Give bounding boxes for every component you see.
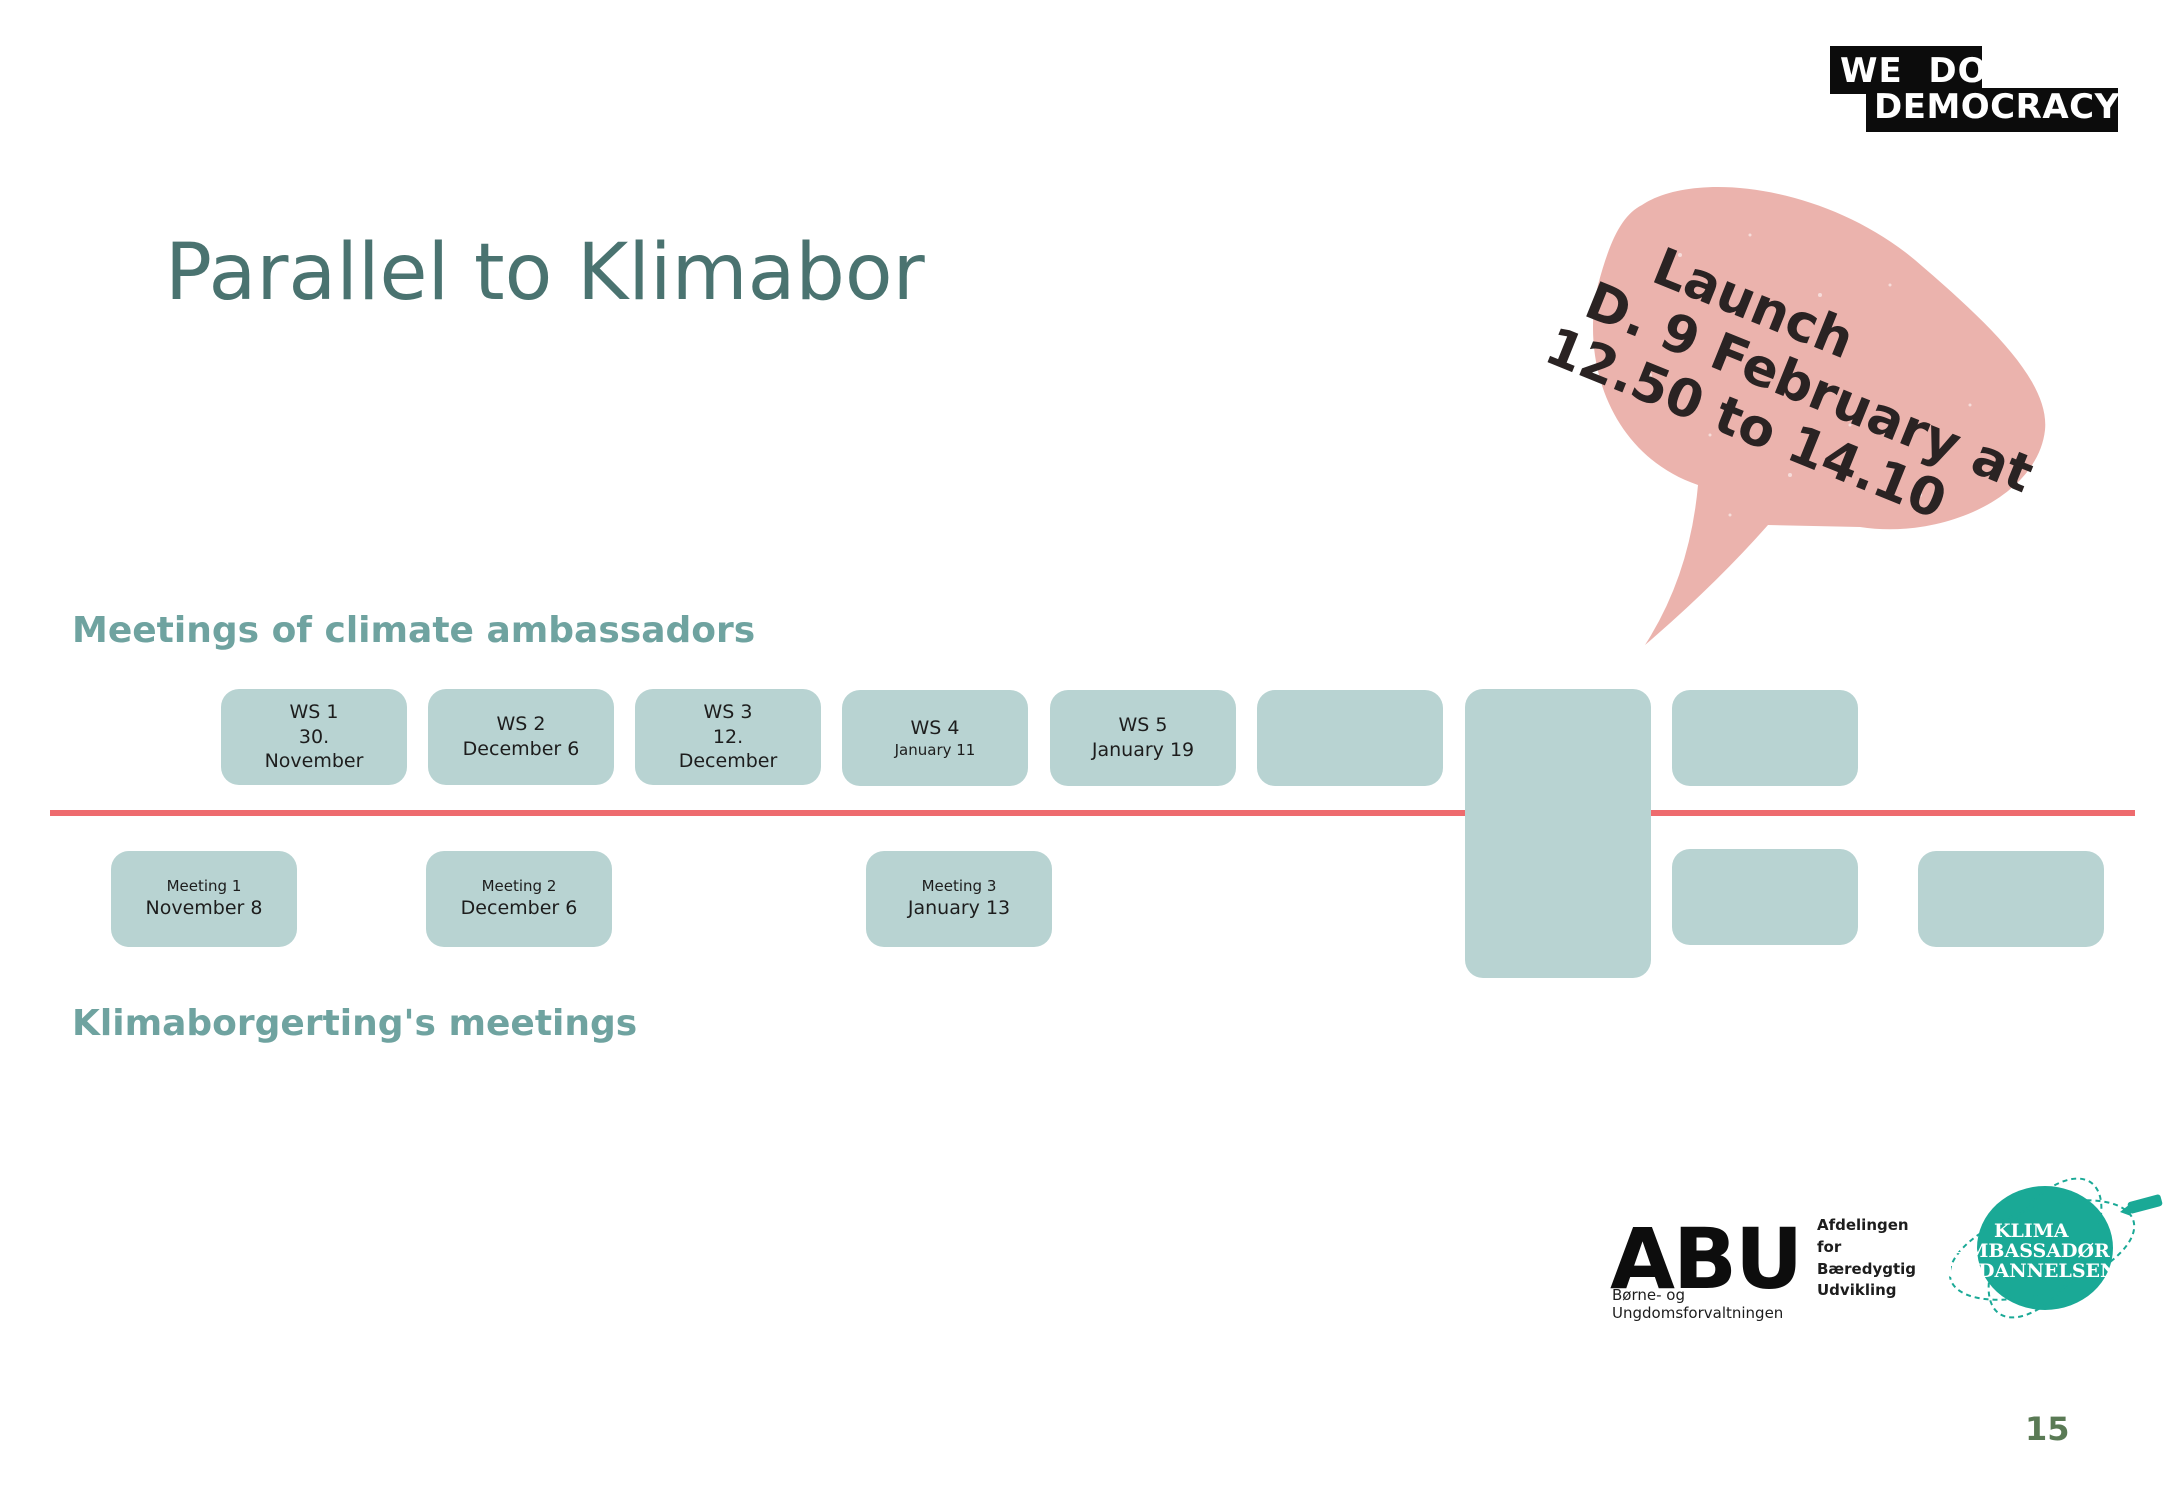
logo-text-top: WE DO (1840, 51, 1988, 91)
workshop-box: WS 5 January 19 (1050, 690, 1236, 786)
meeting-box-empty (1918, 851, 2104, 947)
launch-marker-box (1465, 689, 1651, 978)
klima-logo-line-2: AMBASSADØR (1952, 1239, 2110, 1262)
workshop-date: 12. (712, 725, 744, 748)
abu-administration: Børne- og Ungdomsforvaltningen (1612, 1286, 1784, 1322)
workshop-label: WS 3 (703, 700, 753, 723)
meeting-box: Meeting 2 December 6 (426, 851, 612, 947)
workshop-date: 30. (298, 725, 330, 748)
workshop-label: WS 5 (1118, 714, 1168, 737)
logo-block-top (1830, 46, 1982, 94)
workshop-box: WS 1 30. November (221, 689, 407, 785)
meeting-label: Meeting 1 (166, 876, 242, 895)
abu-wordmark: ABU (1610, 1210, 1803, 1308)
speech-bubble (1593, 187, 2046, 645)
klima-ambassador-logo (1948, 1177, 2163, 1319)
workshop-box: WS 2 December 6 (428, 689, 614, 785)
logo-block-bottom (1866, 88, 2118, 132)
workshop-label: WS 4 (910, 716, 960, 739)
timeline-line (50, 810, 2135, 816)
workshop-date: January 19 (1091, 739, 1195, 761)
meeting-label: Meeting 2 (481, 876, 557, 895)
klima-logo-text: KLIMA AMBASSADØR UDDANNELSEN (1945, 1220, 2118, 1282)
speech-bubble-shape (1593, 187, 2046, 645)
section-heading-ambassadors: Meetings of climate ambassadors (72, 610, 756, 651)
abu-department: Afdelingen for Bæredygtig Udvikling (1817, 1215, 1916, 1302)
page-number: 15 (2025, 1410, 2070, 1448)
abu-department-line-3: Udvikling (1817, 1281, 1897, 1300)
page-title: Parallel to Klimabor (165, 228, 925, 318)
meeting-label: Meeting 3 (921, 876, 997, 895)
logo-text-bottom: DEMOCRACY (1874, 87, 2120, 127)
meeting-box-empty (1672, 849, 1858, 945)
workshop-box: WS 3 12. December (635, 689, 821, 785)
klima-logo-line-1: KLIMA (1993, 1220, 2069, 1242)
workshop-date: December 6 (462, 738, 580, 760)
workshop-label: WS 1 (289, 700, 339, 723)
workshop-date: January 11 (894, 740, 976, 759)
workshop-date-month: November (264, 750, 364, 773)
klima-logo-line-3: UDDANNELSEN (1945, 1259, 2118, 1282)
meeting-date: December 6 (460, 897, 578, 920)
workshop-label: WS 2 (496, 713, 546, 736)
abu-department-line-2: Bæredygtig (1817, 1259, 1917, 1278)
section-heading-klimaborgerting: Klimaborgerting's meetings (72, 1003, 638, 1044)
meeting-box: Meeting 1 November 8 (111, 851, 297, 947)
workshop-box-empty (1672, 690, 1858, 786)
workshop-box: WS 4 January 11 (842, 690, 1028, 786)
abu-department-line-1: Afdelingen for (1817, 1216, 1909, 1256)
workshop-box-empty (1257, 690, 1443, 786)
meeting-box: Meeting 3 January 13 (866, 851, 1052, 947)
workshop-date-month: December (678, 750, 778, 773)
meeting-date: January 13 (907, 897, 1011, 920)
meeting-date: November 8 (145, 897, 263, 920)
